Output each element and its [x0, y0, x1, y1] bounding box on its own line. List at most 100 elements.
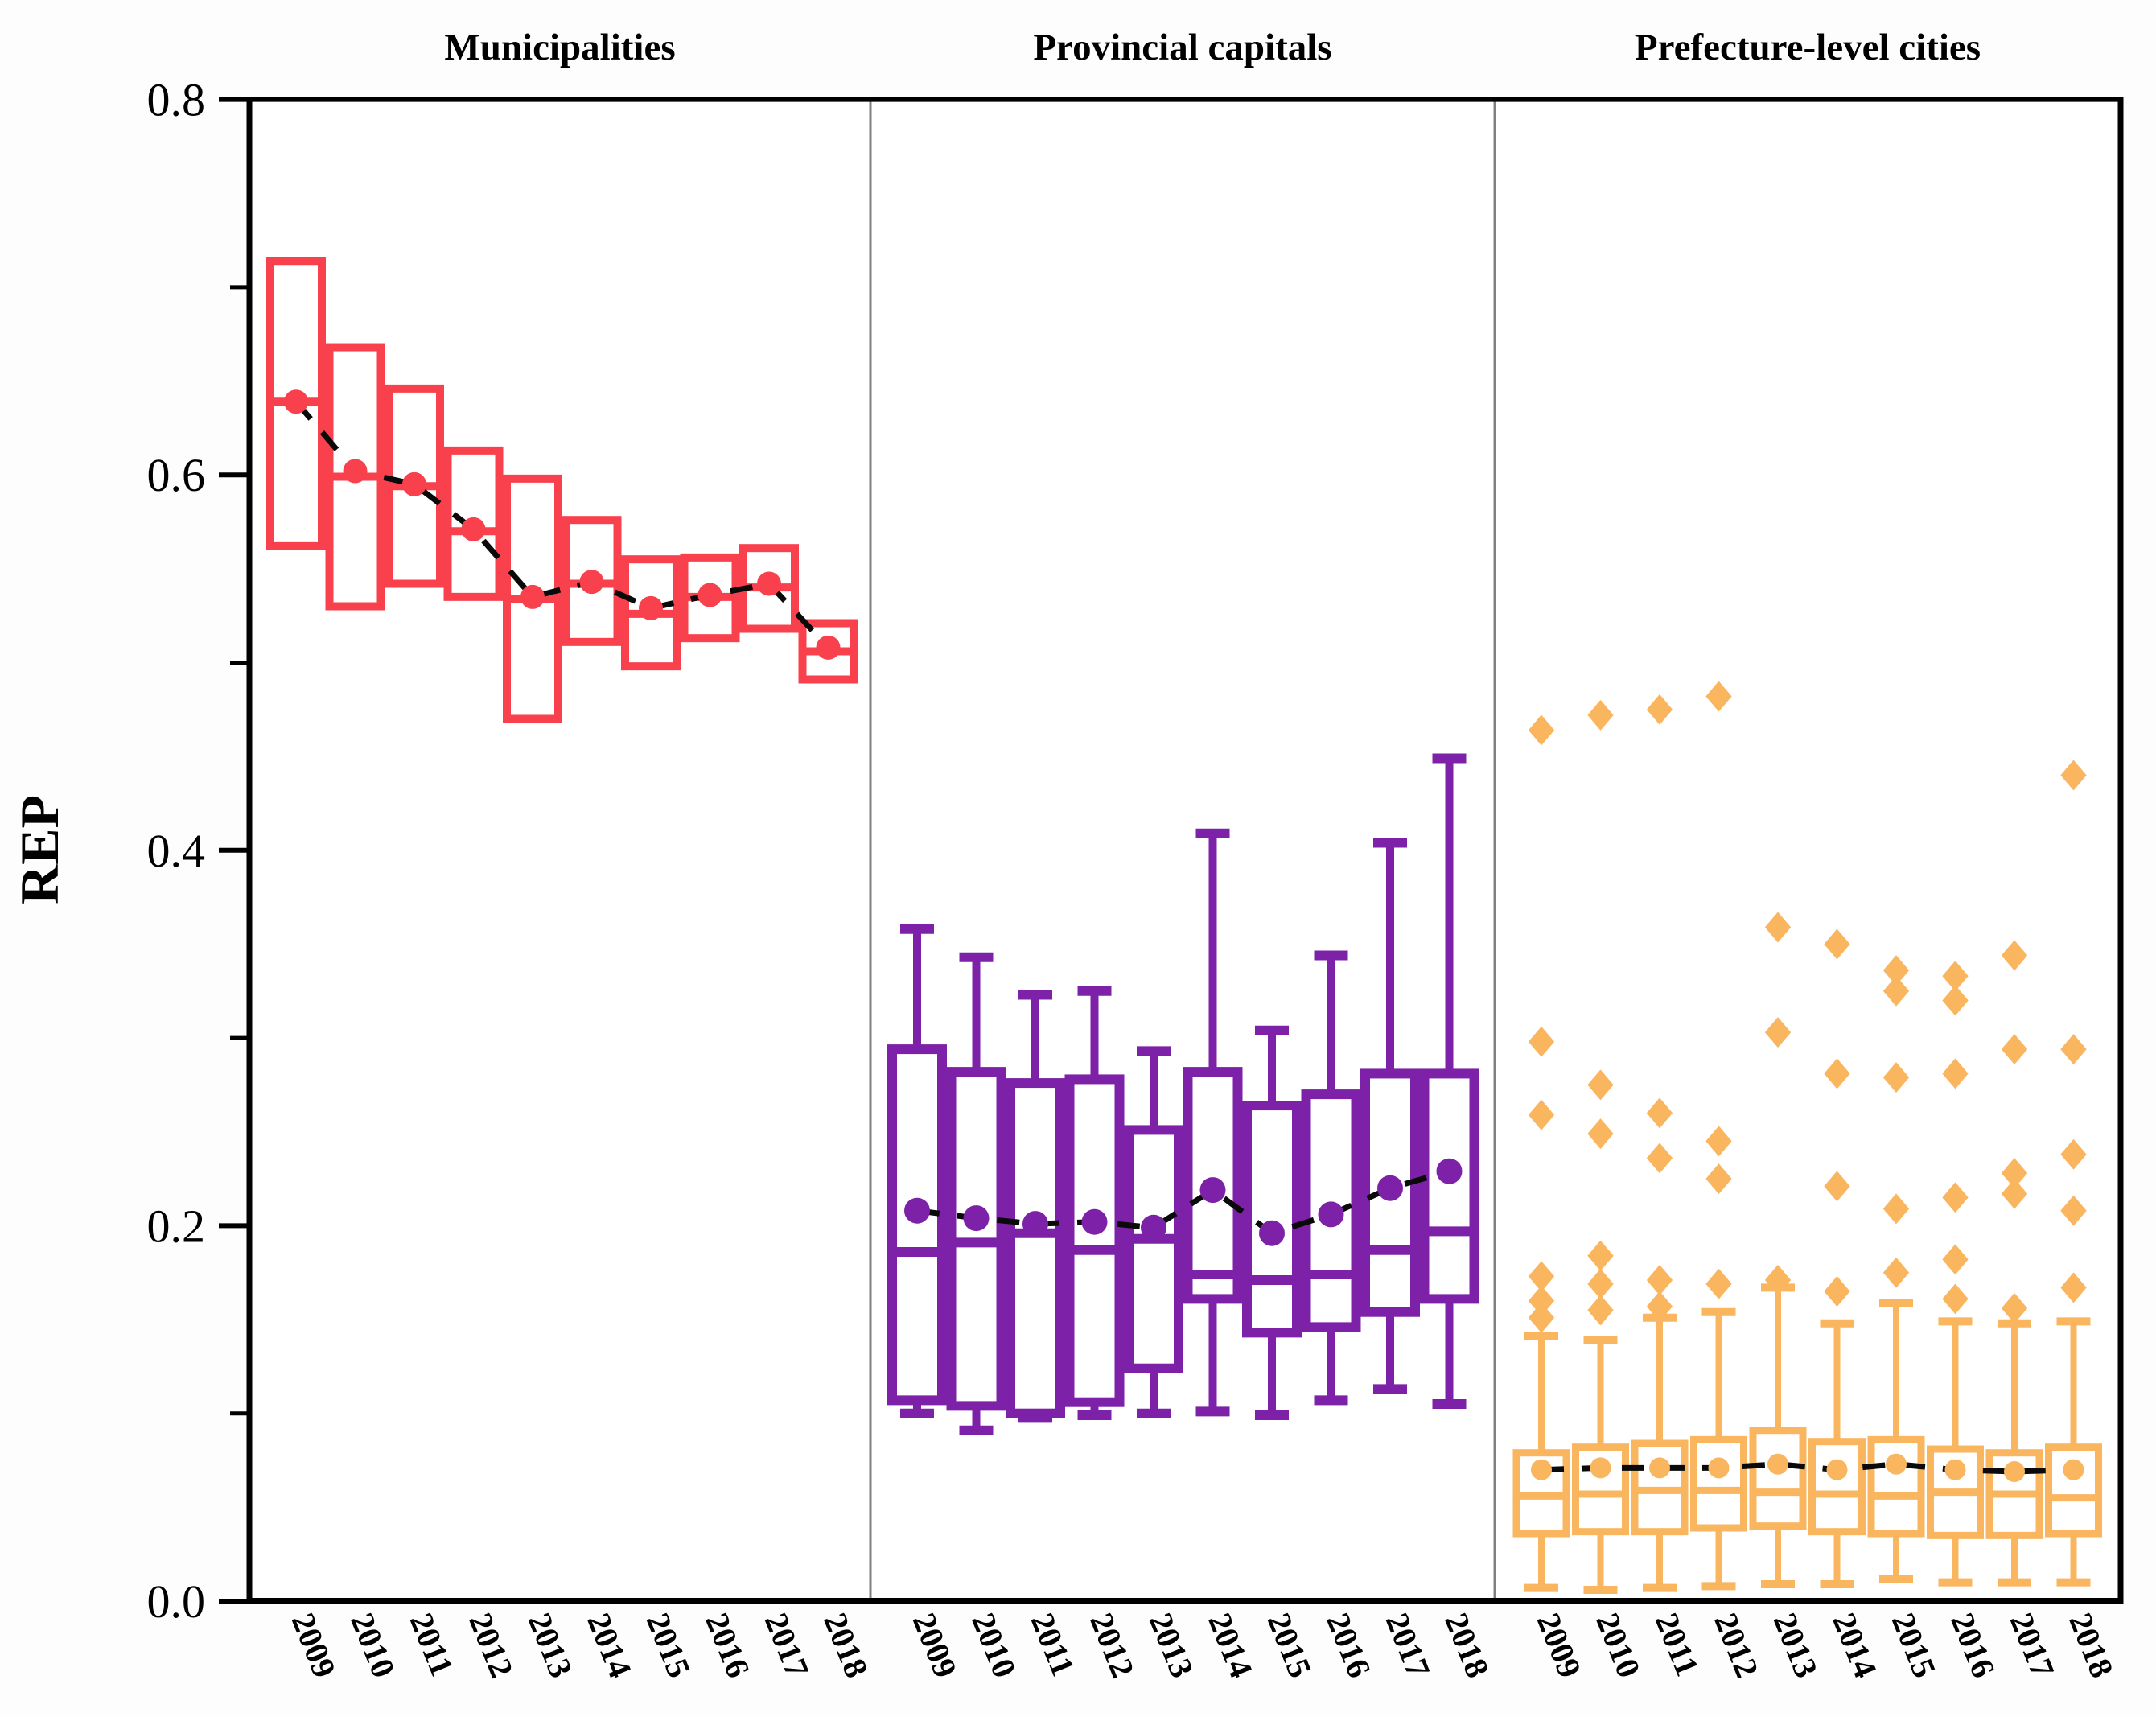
mean-dot-provincial-capitals-2014	[1199, 1177, 1226, 1204]
outlier-diamond-prefecture-level-cities-2011	[1646, 694, 1673, 725]
x-tick-label-2018: 2018	[2062, 1608, 2121, 1682]
outlier-diamond-prefecture-level-cities-2014	[1824, 928, 1850, 960]
mean-dot-municipalities-2018	[816, 635, 841, 660]
y-tick-label: 0.4	[147, 825, 206, 877]
outlier-diamond-prefecture-level-cities-2012	[1705, 1126, 1732, 1157]
y-tick-label: 0.8	[147, 74, 206, 126]
x-tick-label-2009: 2009	[906, 1608, 965, 1682]
outlier-diamond-prefecture-level-cities-2015	[1882, 1193, 1910, 1225]
outlier-diamond-prefecture-level-cities-2017	[2001, 1034, 2028, 1065]
mean-dot-municipalities-2017	[757, 571, 781, 596]
outlier-diamond-prefecture-level-cities-2017	[2001, 1293, 2028, 1324]
outlier-diamond-prefecture-level-cities-2012	[1705, 681, 1732, 712]
x-tick-label-2016: 2016	[1944, 1608, 2002, 1682]
outlier-diamond-prefecture-level-cities-2010	[1587, 1069, 1614, 1101]
outlier-diamond-prefecture-level-cities-2009	[1528, 1261, 1555, 1292]
x-tick-label-2018: 2018	[817, 1608, 875, 1682]
panel-title-provincial-capitals: Provincial capitals	[1033, 27, 1331, 68]
mean-dot-prefecture-level-cities-2014	[1826, 1459, 1848, 1480]
x-tick-label-2012: 2012	[462, 1608, 520, 1682]
mean-dot-municipalities-2015	[639, 595, 663, 620]
box-prefecture-level-cities-2013	[1749, 1427, 1807, 1530]
outlier-diamond-prefecture-level-cities-2009	[1528, 1099, 1555, 1130]
outlier-diamond-prefecture-level-cities-2014	[1824, 1276, 1850, 1307]
outlier-diamond-prefecture-level-cities-2017	[2001, 1178, 2028, 1209]
outlier-diamond-prefecture-level-cities-2009	[1528, 714, 1555, 746]
mean-dot-prefecture-level-cities-2015	[1886, 1453, 1907, 1475]
plot-background	[249, 99, 2121, 1602]
outlier-diamond-prefecture-level-cities-2013	[1764, 1017, 1792, 1048]
box-provincial-capitals-2011	[1006, 1078, 1065, 1418]
mean-dot-prefecture-level-cities-2009	[1531, 1459, 1552, 1480]
outlier-diamond-prefecture-level-cities-2012	[1705, 1268, 1732, 1299]
outlier-diamond-prefecture-level-cities-2017	[2001, 1158, 2028, 1189]
x-tick-label-2018: 2018	[1438, 1608, 1496, 1682]
y-tick-label: 0.0	[147, 1575, 206, 1628]
outlier-diamond-prefecture-level-cities-2014	[1824, 1171, 1850, 1202]
x-tick-label-2015: 2015	[640, 1608, 698, 1682]
outlier-diamond-prefecture-level-cities-2016	[1942, 1283, 1969, 1315]
outlier-diamond-prefecture-level-cities-2016	[1942, 961, 1969, 992]
mean-dot-provincial-capitals-2012	[1081, 1208, 1108, 1235]
outlier-diamond-prefecture-level-cities-2011	[1646, 1291, 1673, 1322]
x-tick-label-2017: 2017	[1379, 1608, 1438, 1682]
outlier-diamond-prefecture-level-cities-2018	[2060, 1272, 2087, 1303]
box-provincial-capitals-2015	[1242, 1101, 1302, 1338]
mean-dot-provincial-capitals-2016	[1318, 1201, 1344, 1228]
outlier-diamond-prefecture-level-cities-2018	[2060, 760, 2087, 791]
x-tick-label-2009: 2009	[1530, 1608, 1589, 1682]
x-tick-label-2009: 2009	[285, 1608, 344, 1682]
outlier-diamond-prefecture-level-cities-2009	[1528, 1285, 1555, 1316]
outlier-diamond-prefecture-level-cities-2010	[1587, 1295, 1614, 1326]
x-tick-label-2016: 2016	[698, 1608, 757, 1682]
x-tick-label-2015: 2015	[1261, 1608, 1319, 1682]
outlier-diamond-prefecture-level-cities-2011	[1646, 1265, 1673, 1296]
box-prefecture-level-cities-2018	[2045, 1443, 2102, 1538]
x-tick-label-2016: 2016	[1319, 1608, 1378, 1682]
mean-dot-prefecture-level-cities-2018	[2063, 1459, 2084, 1480]
outlier-diamond-prefecture-level-cities-2009	[1528, 1302, 1555, 1333]
outlier-diamond-prefecture-level-cities-2015	[1882, 1257, 1910, 1288]
outlier-diamond-prefecture-level-cities-2015	[1882, 955, 1910, 986]
x-tick-label-2011: 2011	[1024, 1608, 1083, 1681]
mean-dot-prefecture-level-cities-2013	[1767, 1453, 1788, 1475]
y-axis-title: REP	[9, 795, 70, 904]
box-provincial-capitals-2013	[1124, 1125, 1183, 1373]
mean-dot-municipalities-2010	[343, 459, 368, 484]
mean-dot-prefecture-level-cities-2010	[1590, 1457, 1611, 1479]
box-prefecture-level-cities-2012	[1690, 1435, 1747, 1532]
x-tick-label-2013: 2013	[521, 1608, 580, 1682]
x-tick-label-2017: 2017	[758, 1608, 817, 1682]
panel-title-municipalities: Municipalities	[444, 27, 675, 68]
outlier-diamond-prefecture-level-cities-2015	[1882, 975, 1910, 1007]
outlier-diamond-prefecture-level-cities-2011	[1646, 1143, 1673, 1174]
outlier-diamond-prefecture-level-cities-2010	[1587, 699, 1614, 731]
mean-dot-provincial-capitals-2010	[963, 1205, 990, 1232]
mean-dot-provincial-capitals-2013	[1141, 1214, 1166, 1241]
mean-dot-municipalities-2012	[461, 517, 486, 541]
outlier-diamond-prefecture-level-cities-2013	[1764, 1265, 1792, 1296]
x-tick-label-2011: 2011	[1648, 1608, 1707, 1681]
outlier-diamond-prefecture-level-cities-2009	[1528, 1026, 1555, 1057]
mean-dot-municipalities-2011	[402, 471, 426, 496]
outlier-diamond-prefecture-level-cities-2016	[1942, 985, 1969, 1016]
x-tick-label-2013: 2013	[1767, 1608, 1825, 1682]
outlier-diamond-prefecture-level-cities-2018	[2060, 1034, 2087, 1065]
outlier-diamond-prefecture-level-cities-2018	[2060, 1195, 2087, 1226]
mean-dot-municipalities-2014	[579, 570, 604, 595]
outlier-diamond-prefecture-level-cities-2010	[1587, 1268, 1614, 1299]
mean-dot-municipalities-2013	[520, 584, 545, 609]
y-tick-label: 0.2	[147, 1200, 206, 1252]
x-tick-label-2012: 2012	[1707, 1608, 1766, 1682]
y-tick-label: 0.6	[147, 449, 206, 501]
outlier-diamond-prefecture-level-cities-2018	[2060, 1138, 2087, 1170]
mean-dot-prefecture-level-cities-2016	[1944, 1459, 1966, 1480]
outlier-diamond-prefecture-level-cities-2010	[1587, 1118, 1614, 1150]
outlier-diamond-prefecture-level-cities-2012	[1705, 1163, 1732, 1195]
mean-dot-provincial-capitals-2011	[1022, 1211, 1048, 1237]
x-tick-label-2010: 2010	[1589, 1608, 1648, 1682]
box-provincial-capitals-2009	[887, 1044, 947, 1406]
outlier-diamond-prefecture-level-cities-2016	[1942, 1182, 1969, 1213]
outlier-diamond-prefecture-level-cities-2017	[2001, 940, 2028, 971]
x-tick-label-2014: 2014	[580, 1608, 639, 1682]
